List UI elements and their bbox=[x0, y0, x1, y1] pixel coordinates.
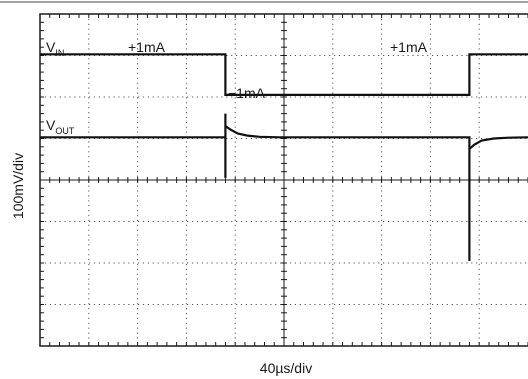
vout-label: VOUT bbox=[46, 117, 75, 136]
vout-trace bbox=[40, 113, 528, 261]
traces bbox=[40, 53, 528, 261]
annotation-plus-1ma-left: +1mA bbox=[128, 39, 166, 55]
y-axis-label: 100mV/div bbox=[10, 153, 26, 219]
annotation-plus-1ma-right: +1mA bbox=[390, 39, 428, 55]
annotation-minus-1ma: −1mA bbox=[228, 85, 266, 101]
vin-trace bbox=[40, 53, 528, 97]
x-axis-label: 40µs/div bbox=[260, 360, 312, 376]
vin-label: VIN bbox=[46, 39, 64, 58]
graticule bbox=[39, 13, 528, 347]
